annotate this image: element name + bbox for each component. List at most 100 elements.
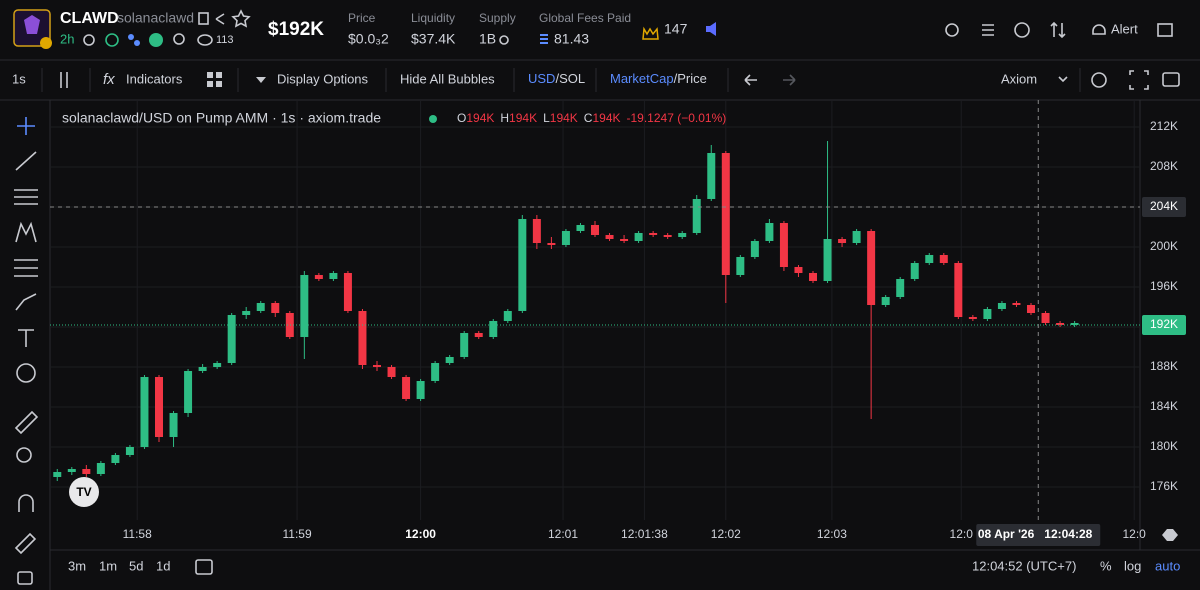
range-button[interactable]: 1m — [99, 558, 117, 573]
alert-icon[interactable] — [1092, 24, 1106, 35]
zoom-tool[interactable] — [16, 447, 32, 463]
ruler-tool[interactable] — [14, 410, 39, 435]
megaphone-icon[interactable] — [706, 22, 716, 36]
fib-tool[interactable] — [14, 189, 38, 205]
log-toggle[interactable]: log — [1124, 558, 1141, 573]
alert-button[interactable]: Alert — [1111, 21, 1138, 36]
candle-body — [823, 239, 832, 281]
candle-body — [591, 225, 599, 235]
percent-toggle[interactable]: % — [1100, 558, 1112, 573]
refresh-icon — [499, 35, 509, 45]
share-icon[interactable] — [215, 13, 225, 25]
list-icon[interactable] — [982, 24, 994, 36]
candle-body — [867, 231, 876, 305]
github-icon[interactable] — [149, 33, 163, 47]
candle-body — [736, 257, 745, 275]
x-tick-label: 12:02 — [711, 527, 741, 541]
candle-body — [939, 255, 948, 263]
source-selector[interactable]: Axiom — [1001, 71, 1037, 86]
price-option[interactable]: /Price — [674, 71, 707, 86]
avatar-art — [24, 15, 40, 34]
sort-icon[interactable] — [1050, 21, 1066, 39]
indicators-button[interactable]: Indicators — [126, 71, 183, 86]
y-tick-label: 176K — [1150, 479, 1178, 493]
star-icon[interactable] — [231, 9, 251, 28]
text-tool[interactable] — [18, 329, 34, 347]
marketcap-option[interactable]: MarketCap — [610, 71, 674, 86]
supply-value: 1B — [479, 31, 496, 47]
emoji-tool[interactable] — [16, 363, 36, 383]
candle-body — [809, 273, 817, 281]
candle-body — [387, 367, 396, 377]
candle-body — [954, 263, 963, 317]
tv-logo-text: TV — [76, 485, 91, 499]
candle-body — [198, 367, 207, 371]
candle-body — [910, 263, 919, 279]
copy-icon[interactable] — [198, 12, 209, 25]
display-options-button[interactable]: Display Options — [277, 71, 369, 86]
metric-toggle[interactable]: MarketCap/Price — [610, 71, 707, 86]
trendline-tool[interactable] — [15, 151, 37, 171]
x-tick-label: 12:01 — [548, 527, 578, 541]
candle-body — [343, 273, 352, 311]
settings-icon[interactable] — [945, 23, 959, 37]
magnet-tool[interactable] — [18, 494, 34, 512]
ohlc-key: L — [543, 111, 550, 125]
redo-icon[interactable] — [783, 74, 796, 86]
y-tick-label: 208K — [1150, 159, 1178, 173]
chart-settings-icon[interactable] — [1091, 72, 1107, 88]
templates-icon[interactable] — [207, 72, 222, 87]
candle-body — [111, 455, 120, 463]
holders-count: 147 — [664, 21, 688, 37]
undo-icon[interactable] — [744, 74, 757, 86]
currency-toggle[interactable]: USD/SOL — [528, 71, 585, 86]
currency-icon[interactable] — [1014, 22, 1030, 38]
candle-body — [852, 231, 861, 243]
crosshair-tool[interactable] — [17, 117, 35, 135]
draw-lock-tool[interactable] — [14, 532, 37, 555]
candle-body — [67, 469, 76, 472]
prediction-tool[interactable] — [14, 259, 38, 277]
range-button[interactable]: 3m — [68, 558, 86, 573]
fullscreen-icon[interactable] — [1129, 70, 1149, 90]
tv-logo[interactable] — [69, 477, 99, 507]
brush-tool[interactable] — [15, 293, 37, 311]
axis-settings-icon[interactable] — [1162, 529, 1178, 541]
candle-body — [925, 255, 934, 263]
candle-body — [373, 365, 381, 367]
clock-icon[interactable] — [105, 33, 119, 47]
candle-body — [184, 371, 193, 413]
range-button[interactable]: 5d — [129, 558, 143, 573]
sol-option[interactable]: /SOL — [555, 71, 585, 86]
liquidity-value: $37.4K — [411, 31, 456, 47]
candle-type-icon[interactable] — [60, 72, 68, 88]
x-tick-label: 11:58 — [123, 527, 152, 541]
range-button[interactable]: 1d — [156, 558, 170, 573]
eye-icon — [197, 34, 213, 46]
link-icon[interactable] — [83, 34, 95, 46]
candle-body — [213, 363, 222, 367]
screenshot-icon[interactable] — [1162, 72, 1180, 87]
candle-body — [82, 469, 91, 474]
token-symbol: CLAWD — [60, 10, 119, 27]
candle-body — [503, 311, 512, 321]
crosshair-x-date: 08 Apr '26 — [978, 527, 1035, 541]
ohlc-key: C — [584, 111, 593, 125]
ohlc-value: 194K — [466, 111, 494, 125]
goto-date-icon[interactable] — [195, 559, 213, 575]
hide-bubbles-button[interactable]: Hide All Bubbles — [400, 71, 495, 86]
layout-icon[interactable] — [1157, 23, 1173, 37]
interval-button[interactable]: 1s — [12, 71, 26, 86]
auto-toggle[interactable]: auto — [1155, 558, 1180, 573]
candle-body — [968, 317, 977, 319]
usd-option[interactable]: USD — [528, 71, 555, 86]
pattern-tool[interactable] — [15, 221, 37, 243]
lock-tool[interactable] — [17, 571, 33, 585]
chevron-icon — [1058, 76, 1068, 83]
candle-body — [256, 303, 265, 311]
group-icon[interactable] — [128, 34, 134, 40]
search-icon[interactable] — [173, 33, 185, 45]
candle-body — [96, 463, 105, 474]
candle-body — [663, 235, 672, 237]
